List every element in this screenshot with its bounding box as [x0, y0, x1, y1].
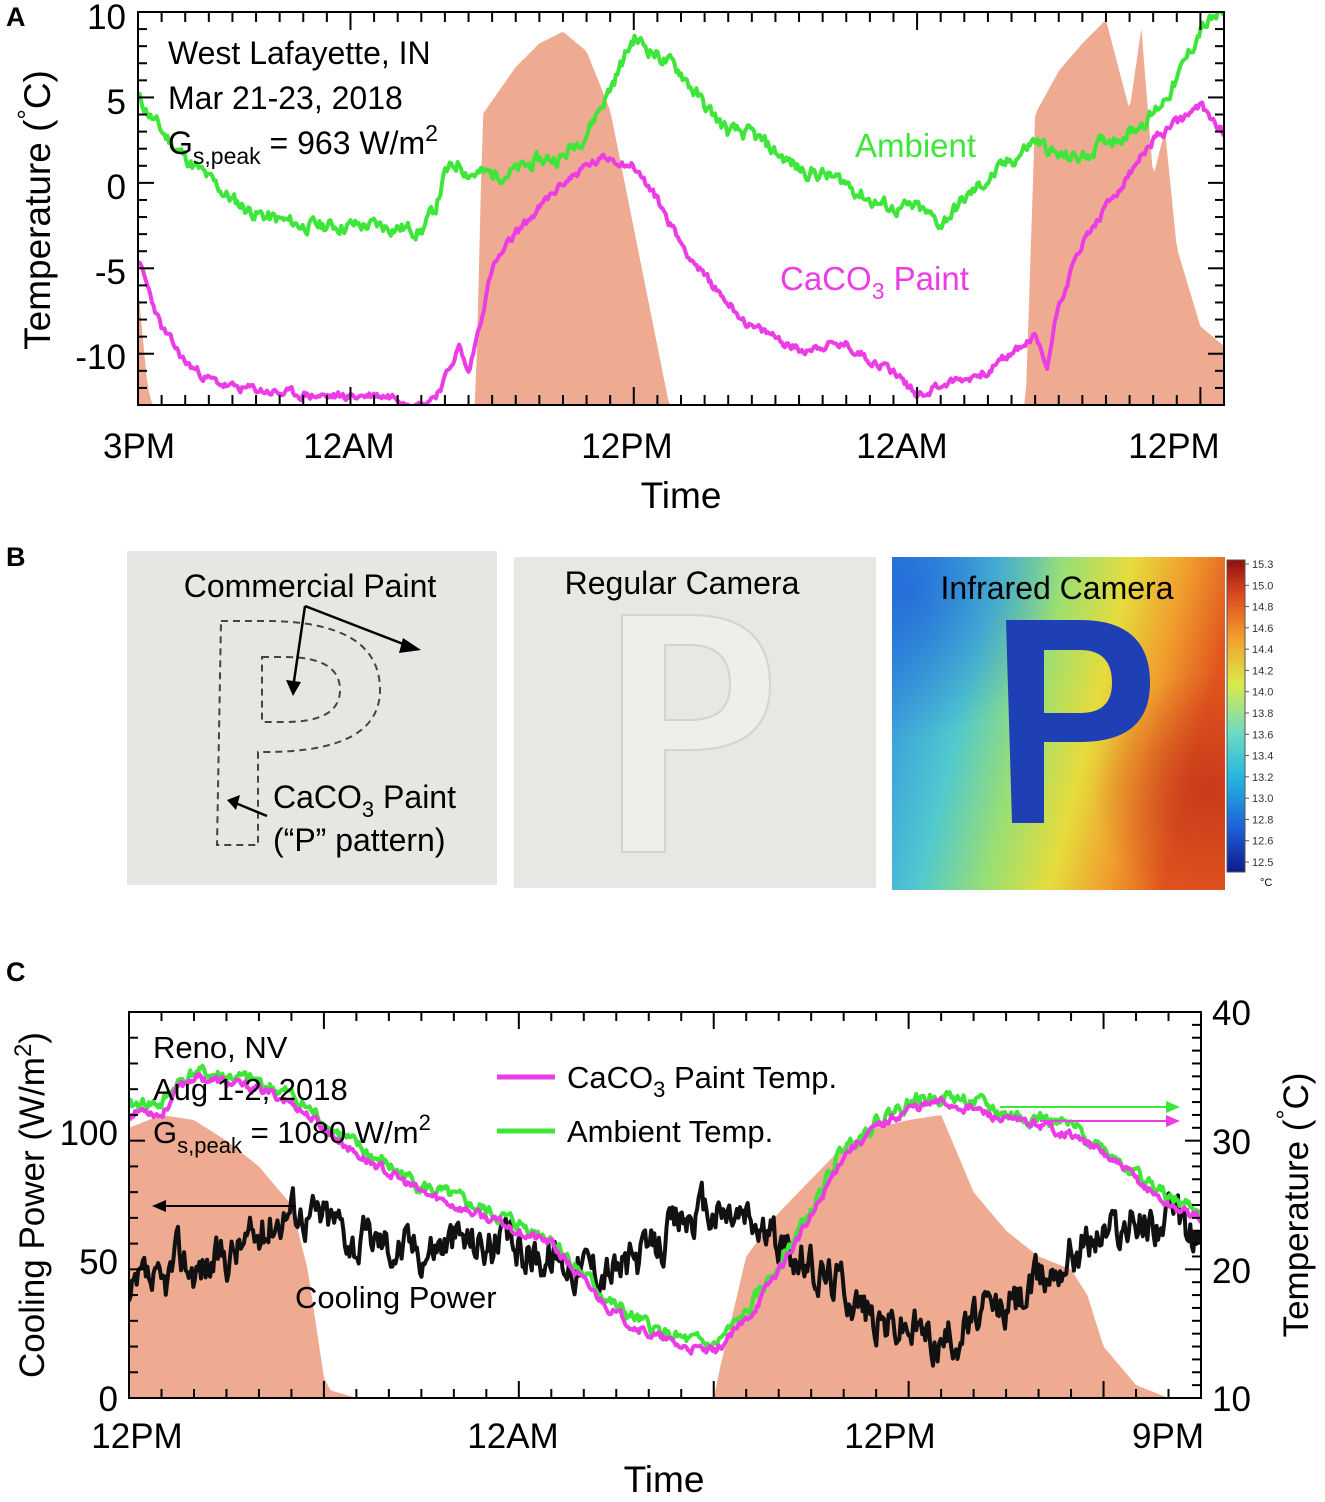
paint-label-a: CaCO3 Paint: [780, 260, 969, 304]
y-tick-label: 0: [107, 168, 126, 207]
infrared-camera-title: Infrared Camera: [941, 570, 1174, 606]
axis-ticks-a: [137, 11, 1225, 406]
colorbar-tick-label: 15.0: [1252, 580, 1273, 592]
x-tick-label: 12PM: [91, 1417, 182, 1456]
colorbar-tick-label: 13.0: [1252, 793, 1273, 805]
x-tick-labels-a: 3PM 12AM 12PM 12AM 12PM: [103, 427, 1220, 466]
solar-irradiance-area-c: [129, 1115, 1201, 1398]
arrow-head: [399, 638, 421, 653]
x-axis-title-c: Time: [624, 1459, 705, 1500]
arrow-head: [152, 1200, 166, 1212]
colorbar-ticks: 15.3 15.0 14.8 14.6 14.4 14.2 14.0 13.8 13.6 13.4…: [1245, 559, 1273, 869]
y-tick-label: 10: [1212, 1380, 1251, 1419]
y-tick-label: 20: [1212, 1252, 1251, 1291]
colorbar-tick-label: 14.4: [1252, 644, 1273, 656]
y-tick-labels-c-left: 100 50 0: [60, 1114, 118, 1419]
colorbar-tick-label: 14.6: [1252, 623, 1273, 635]
axis-arrows-c: [152, 1101, 1180, 1212]
colorbar-tick-label: 14.2: [1252, 665, 1273, 677]
location-annotation-c: Reno, NV Aug 1-2, 2018 Gs,peak = 1080 W/…: [153, 1030, 431, 1158]
y-axis-title-a: Temperature (°C): [12, 70, 58, 350]
location-annotation-a: West Lafayette, IN Mar 21-23, 2018 Gs,pe…: [168, 35, 438, 169]
y-tick-label: 10: [87, 0, 126, 37]
arrow-line: [304, 604, 412, 649]
colorbar-tick-label: 13.2: [1252, 772, 1273, 784]
axis-ticks-c: [128, 1011, 1202, 1399]
x-tick-label: 9PM: [1132, 1417, 1204, 1456]
x-tick-label: 12PM: [581, 427, 672, 466]
colorbar-tick-label: 13.6: [1252, 729, 1273, 741]
panel-a-chart: [137, 11, 1225, 406]
commercial-paint-photo: Commercial Paint CaCO3 Paint (“P” patter…: [127, 551, 497, 885]
x-tick-label: 12PM: [844, 1417, 935, 1456]
regular-camera-photo: Regular Camera: [514, 557, 876, 888]
arrow-head: [1166, 1101, 1180, 1113]
x-tick-label: 12AM: [303, 427, 394, 466]
y-tick-label: 100: [60, 1114, 118, 1153]
y-tick-labels-a: 10 5 0 -5 -10: [75, 0, 126, 377]
panel-c-chart: [128, 1011, 1202, 1399]
colorbar-tick-label: 13.8: [1252, 708, 1273, 720]
x-tick-label: 12PM: [1128, 427, 1219, 466]
y-tick-label: 5: [107, 83, 126, 122]
colorbar-tick-label: 15.3: [1252, 559, 1273, 571]
location-text-c: Reno, NV: [153, 1030, 288, 1065]
panel-b-label: B: [6, 542, 26, 572]
arrow-line: [232, 800, 268, 818]
colorbar: [1226, 559, 1246, 873]
photo-background: [127, 551, 497, 885]
arrow-head: [286, 680, 301, 696]
cooling-power-label: Cooling Power: [295, 1280, 497, 1315]
x-tick-labels-c: 12PM 12AM 12PM 9PM: [91, 1417, 1204, 1456]
y-tick-label: 0: [99, 1380, 118, 1419]
regular-camera-title: Regular Camera: [565, 565, 800, 601]
legend-label-ambient: Ambient Temp.: [567, 1114, 773, 1149]
caco3-note: CaCO3 Paint: [273, 779, 456, 822]
ambient-label-a: Ambient: [855, 127, 976, 164]
colorbar-tick-label: 12.5: [1252, 857, 1273, 869]
y-axis-title-c-right: Temperature (°C): [1272, 1073, 1316, 1338]
x-tick-label: 3PM: [103, 427, 175, 466]
y-tick-label: -10: [75, 338, 126, 377]
faint-p-shape: [621, 614, 772, 853]
paint-temperature-line-a: [138, 100, 1224, 405]
solar-irradiance-area-a: [138, 21, 1224, 405]
colorbar-tick-label: 14.8: [1252, 602, 1273, 614]
y-tick-label: -5: [95, 253, 126, 292]
legend-label-paint: CaCO3 Paint Temp.: [567, 1060, 837, 1102]
colorbar-unit: °C: [1260, 877, 1272, 889]
ambient-temperature-line-a: [138, 12, 1224, 242]
legend-c: CaCO3 Paint Temp. Ambient Temp.: [497, 1060, 837, 1149]
location-text-a: West Lafayette, IN: [168, 35, 431, 71]
x-tick-label: 12AM: [467, 1417, 558, 1456]
colorbar-tick-label: 12.6: [1252, 836, 1273, 848]
arrow-line: [291, 605, 307, 689]
y-tick-labels-c-right: 40 30 20 10: [1212, 994, 1251, 1419]
infrared-camera-photo: Infrared Camera 15.3 15.0 14.8 14.6 14.4 14.2…: [892, 557, 1273, 890]
y-tick-label: 40: [1212, 994, 1251, 1033]
cooling-power-line: [129, 1180, 1201, 1368]
peak-irradiance-text-c: Gs,peak = 1080 W/m2: [153, 1110, 431, 1158]
y-axis-title-c-left: Cooling Power (W/m2): [10, 1032, 52, 1378]
y-tick-label: 50: [79, 1243, 118, 1282]
date-text-c: Aug 1-2, 2018: [153, 1072, 348, 1107]
date-text-a: Mar 21-23, 2018: [168, 80, 403, 116]
arrow-head: [1166, 1115, 1180, 1127]
colorbar-tick-label: 14.0: [1252, 687, 1273, 699]
panel-c-label: C: [6, 957, 26, 987]
ir-p-shape: [1006, 620, 1150, 823]
colorbar-tick-label: 13.4: [1252, 751, 1273, 763]
p-pattern-note: (“P” pattern): [273, 822, 445, 858]
paint-temperature-line-c: [129, 1072, 1201, 1356]
x-tick-label: 12AM: [856, 427, 947, 466]
y-tick-label: 30: [1212, 1123, 1251, 1162]
panel-a-label: A: [6, 2, 26, 32]
arrow-head: [227, 795, 240, 810]
x-axis-title-a: Time: [641, 475, 722, 516]
peak-irradiance-text-a: Gs,peak = 963 W/m2: [168, 120, 438, 169]
colorbar-tick-label: 12.8: [1252, 814, 1273, 826]
p-outline-outer: [215, 620, 382, 846]
commercial-paint-title: Commercial Paint: [184, 568, 437, 604]
